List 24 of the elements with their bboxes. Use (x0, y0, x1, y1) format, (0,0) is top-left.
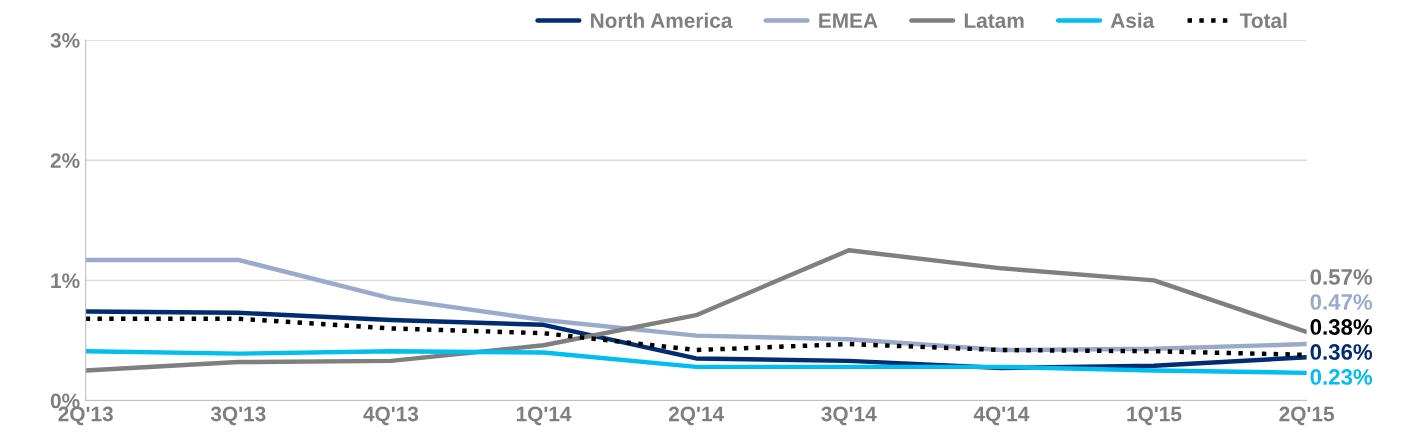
data-label: 0.47% (1310, 294, 1373, 310)
legend-label: EMEA (819, 13, 878, 28)
x-tick-label: 1Q'14 (516, 406, 572, 426)
y-tick-label: 1% (51, 273, 80, 289)
x-tick-label: 4Q'14 (973, 406, 1030, 426)
x-tick-label: 4Q'13 (363, 406, 419, 426)
data-label: 0.36% (1310, 344, 1373, 360)
x-tick-label: 3Q'13 (210, 406, 266, 426)
line-series (85, 248, 1307, 373)
legend-label: Total (1239, 12, 1287, 28)
legend-label: Latam (964, 13, 1024, 28)
y-tick-label: 2% (50, 153, 80, 168)
x-tick-label: 3Q'14 (821, 406, 877, 426)
x-tick-label: 2Q'15 (1279, 406, 1334, 426)
line-series (85, 257, 1307, 353)
legend-label: North America (591, 12, 733, 28)
legend-label: Asia (1110, 12, 1155, 28)
data-label: 0.38% (1310, 319, 1373, 335)
x-tick-label: 2Q'14 (668, 406, 724, 426)
line-series (85, 349, 1307, 376)
y-tick-label: 3% (50, 33, 80, 48)
data-label: 0.57% (1310, 269, 1373, 285)
x-tick-label: 1Q'15 (1127, 406, 1182, 426)
data-label: 0.23% (1310, 369, 1373, 385)
